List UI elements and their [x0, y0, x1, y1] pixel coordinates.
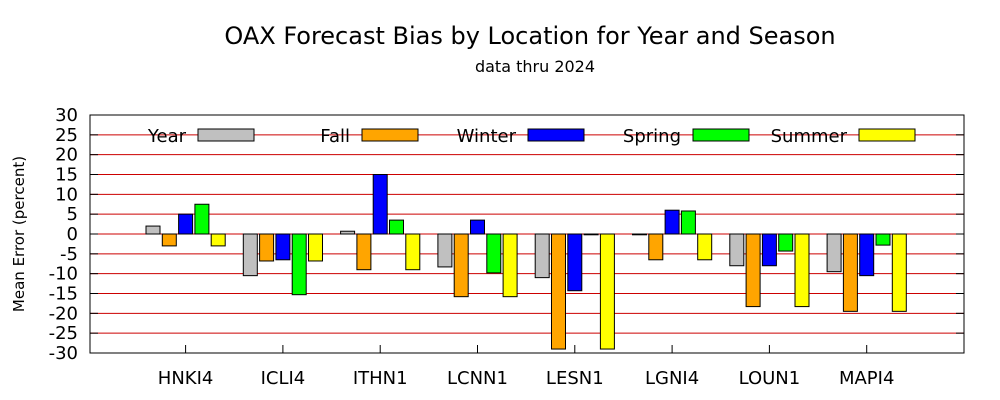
bar-ithn1-winter — [372, 174, 388, 235]
y-tick-label: 30 — [55, 105, 78, 126]
bar-lcnn1-winter — [470, 219, 485, 235]
x-tick-label: ITHN1 — [353, 368, 408, 389]
bar-lesn1-spring — [583, 233, 599, 236]
legend-label-year: Year — [147, 126, 187, 147]
bar-icli4-summer — [308, 233, 323, 262]
bar-lgni4-summer — [697, 233, 713, 261]
y-tick-label: -30 — [49, 343, 78, 364]
bar-icli4-fall — [259, 233, 275, 262]
bar-ithn1-spring — [389, 219, 404, 235]
bar-lcnn1-fall — [453, 233, 469, 298]
y-tick-label: 25 — [55, 125, 78, 146]
bar-hnki4-fall — [161, 233, 177, 247]
y-tick-label: -25 — [49, 323, 78, 344]
y-tick-label: 5 — [67, 204, 78, 225]
chart-title: OAX Forecast Bias by Location for Year a… — [224, 22, 835, 50]
bar-lesn1-year — [534, 233, 550, 279]
bar-lgni4-spring — [680, 210, 696, 235]
legend: Year Fall Winter Spring Summer — [147, 126, 916, 147]
legend-label-summer: Summer — [771, 126, 848, 147]
legend-label-fall: Fall — [320, 126, 350, 147]
bar-loun1-summer — [794, 233, 810, 308]
bar-mapi4-fall — [842, 233, 858, 312]
x-tick-label: LOUN1 — [739, 368, 801, 389]
x-tick-label: HNKI4 — [158, 368, 214, 389]
bar-lcnn1-year — [437, 233, 453, 268]
y-tick-label: -15 — [49, 284, 78, 305]
bar-hnki4-winter — [178, 213, 194, 235]
bar-ithn1-summer — [405, 233, 421, 271]
bar-lesn1-winter — [567, 233, 583, 292]
chart-subtitle: data thru 2024 — [475, 57, 595, 76]
legend-label-winter: Winter — [457, 126, 517, 147]
bar-mapi4-spring — [875, 233, 891, 246]
bar-lcnn1-summer — [502, 233, 518, 298]
bar-icli4-winter — [275, 233, 291, 261]
bar-ithn1-fall — [356, 233, 372, 271]
bar-lgni4-fall — [648, 233, 664, 261]
bar-hnki4-year — [145, 225, 161, 235]
bar-icli4-year — [242, 233, 258, 277]
bar-hnki4-spring — [194, 203, 210, 235]
bar-loun1-year — [729, 233, 745, 267]
bar-hnki4-summer — [210, 233, 226, 247]
bar-mapi4-winter — [859, 233, 875, 277]
x-tick-label: LCNN1 — [447, 368, 508, 389]
bar-ithn1-year — [340, 230, 356, 235]
bar-lesn1-fall — [551, 233, 566, 350]
bars — [145, 174, 907, 350]
legend-swatch-fall — [361, 128, 419, 142]
y-axis-label: Mean Error (percent) — [10, 156, 28, 312]
bar-mapi4-summer — [891, 233, 907, 312]
bar-lcnn1-spring — [486, 233, 502, 274]
x-axis-ticks: HNKI4 ICLI4 ITHN1 LCNN1 LESN1 LGNI4 LOUN1 MAPI4 — [158, 345, 894, 389]
x-tick-label: LGNI4 — [645, 368, 699, 389]
y-tick-label: -10 — [49, 264, 78, 285]
bar-loun1-spring — [778, 233, 794, 252]
bar-loun1-fall — [745, 233, 761, 308]
y-tick-label: 15 — [55, 165, 78, 186]
y-tick-label: 20 — [55, 145, 78, 166]
bar-icli4-spring — [291, 233, 307, 296]
x-tick-label: ICLI4 — [261, 368, 306, 389]
bar-lgni4-winter — [664, 209, 680, 235]
y-tick-label: 10 — [55, 184, 78, 205]
y-tick-label: -20 — [49, 303, 78, 324]
x-tick-label: LESN1 — [546, 368, 604, 389]
legend-label-spring: Spring — [623, 126, 681, 147]
bar-lesn1-summer — [599, 233, 615, 350]
legend-swatch-year — [197, 128, 255, 142]
bar-loun1-winter — [761, 233, 777, 267]
x-tick-label: MAPI4 — [839, 368, 894, 389]
y-tick-label: 0 — [67, 224, 78, 245]
bar-mapi4-year — [826, 233, 842, 273]
bar-lgni4-year — [632, 233, 647, 236]
legend-swatch-summer — [858, 128, 916, 142]
y-tick-label: -5 — [60, 244, 78, 265]
legend-swatch-spring — [692, 128, 750, 142]
legend-swatch-winter — [527, 128, 585, 142]
